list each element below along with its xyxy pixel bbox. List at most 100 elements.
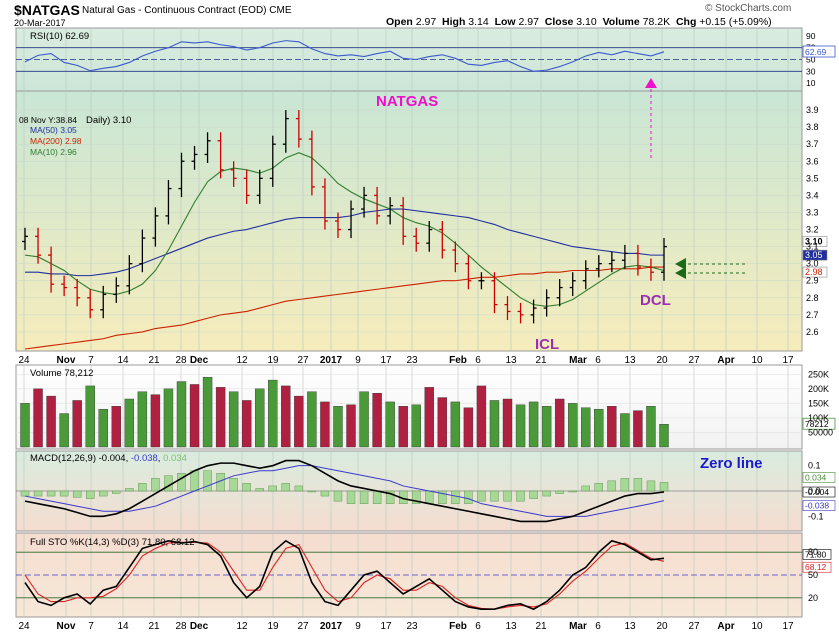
price-tick-label: 3.8 [806, 122, 819, 132]
volume-bar [646, 406, 656, 448]
x-tick-label: Dec [190, 355, 209, 366]
volume-bar [202, 376, 213, 448]
x-tick-label: 2017 [320, 355, 343, 366]
dcl-annotation: DCL [640, 292, 671, 309]
volume-bar [554, 398, 565, 448]
ma50-line [25, 208, 664, 277]
x-tick-label: 17 [782, 621, 794, 632]
macd-histogram-bar [555, 490, 564, 494]
volume-bar [659, 424, 669, 448]
x-tick-label: 6 [595, 355, 601, 366]
stochastics-layer: 71.80 68.12 [16, 539, 832, 611]
volume-bar [281, 385, 291, 448]
macd-histogram-bar [242, 483, 251, 492]
volume-last-value: 78212 [805, 419, 829, 429]
x-tick-label: 21 [148, 621, 160, 632]
macd-histogram-bar [33, 490, 43, 497]
volume-bar [620, 413, 630, 448]
macd-histogram-bar [255, 488, 264, 492]
volume-bar [20, 403, 30, 448]
macd-last-value: 0.034 [805, 472, 827, 482]
macd-layer: 0.034 -0.004 -0.038 [16, 459, 836, 523]
macd-histogram-bar [659, 482, 669, 492]
axis-layer: 2424NovNov77141421212828DecDec1212191927… [18, 105, 833, 632]
sto-last-value: 68.12 [805, 562, 827, 572]
x-tick-label: 21 [535, 355, 547, 366]
macd-histogram-bar [151, 478, 160, 492]
macd-histogram-bar [542, 490, 551, 497]
price-last-value: 3.10 [805, 237, 823, 247]
x-tick-label: 13 [624, 621, 636, 632]
volume-bar [72, 400, 82, 448]
macd-last-value-box [802, 472, 836, 483]
price-tick-label: 3.9 [806, 105, 819, 115]
open-label: Open [386, 16, 413, 28]
volume-bar [437, 397, 448, 448]
ma200-line [24, 266, 664, 350]
volume-bar [163, 388, 174, 448]
price-last-value-box [802, 236, 828, 247]
volume-bar [176, 381, 187, 448]
volume-bar [607, 406, 617, 448]
price-layer: 3.10 3.05 2.98 [16, 109, 828, 350]
price-tick-label: 2.8 [806, 293, 819, 303]
macd-histogram-bar [633, 478, 643, 492]
x-tick-label: Mar [569, 621, 587, 632]
macd-histogram-bar [20, 490, 30, 497]
rsi-title: RSI(10) 62.69 [30, 31, 89, 42]
volume-bar [568, 403, 578, 448]
x-tick-label: Feb [449, 355, 467, 366]
sto-d-line [24, 541, 665, 610]
macd-histogram-bar [190, 470, 199, 492]
zero-line-annotation: Zero line [700, 455, 763, 472]
volume-bar [241, 400, 252, 448]
x-tick-label: 17 [782, 355, 794, 366]
volume-bar [255, 388, 265, 448]
volume-bar [633, 410, 643, 448]
macd-histogram-bar [516, 490, 525, 502]
volume-bar [398, 406, 408, 448]
volume-title: Volume 78,212 [30, 368, 93, 379]
macd-histogram-bar [529, 490, 538, 499]
volume-bar [215, 387, 226, 448]
price-last-value: 2.98 [805, 267, 823, 277]
sto-k-line [24, 539, 665, 611]
sto-last-value: 71.80 [805, 549, 827, 559]
price-daily-label: Daily) 3.10 [86, 115, 131, 126]
x-tick-label: 19 [267, 355, 279, 366]
volume-bar [463, 407, 474, 448]
macd-histogram-bar [59, 490, 69, 497]
macd-last-value-box [802, 500, 836, 511]
open-value: 2.97 [415, 16, 437, 28]
macd-signal-line [24, 465, 665, 517]
macd-histogram-bar [125, 488, 134, 492]
x-tick-label: 23 [406, 355, 418, 366]
x-tick-label: 14 [117, 621, 129, 632]
macd-histogram-bar [72, 490, 82, 498]
price-tick-label: 3.0 [806, 259, 819, 269]
volume-bar [476, 385, 487, 448]
x-tick-label: 27 [297, 355, 309, 366]
x-tick-label: 19 [267, 621, 279, 632]
volume-layer: 78212 [16, 374, 836, 448]
x-tick-label: 24 [18, 355, 30, 366]
volume-bar [85, 385, 95, 448]
macd-histogram-bar [385, 490, 395, 504]
volume-bar [189, 384, 200, 448]
sto-last-value-box [802, 561, 832, 573]
macd-title-signal: -0.038 [131, 453, 158, 464]
price-tick-label: 2.9 [806, 276, 819, 286]
volume-bar [411, 404, 421, 448]
macd-histogram-bar [438, 490, 447, 504]
green-arrow-upper-head [675, 258, 686, 270]
macd-histogram-bar [359, 490, 369, 504]
rsi-last-value: 62.69 [805, 47, 827, 57]
x-tick-label: 6 [475, 621, 481, 632]
macd-histogram-bar [477, 490, 486, 502]
ma50-legend: MA(50) 3.05 [30, 125, 77, 135]
rsi-tick-label: 10 [806, 78, 816, 88]
price-tick-label: 3.2 [806, 225, 819, 235]
chart-description: Natural Gas - Continuous Contract (EOD) … [82, 5, 292, 16]
low-label: Low [494, 16, 516, 28]
